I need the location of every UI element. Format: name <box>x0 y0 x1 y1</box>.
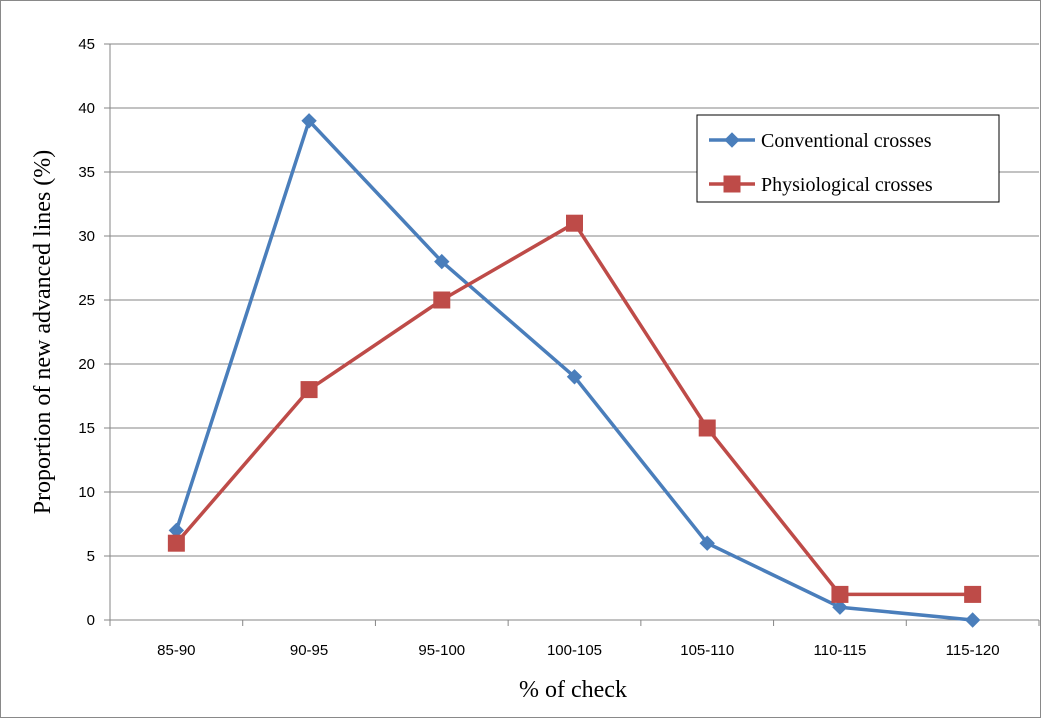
data-point <box>831 585 849 603</box>
data-point <box>832 599 848 615</box>
y-tick-label: 45 <box>78 36 95 53</box>
legend-item: Conventional crosses <box>709 130 932 152</box>
data-point <box>300 381 318 399</box>
axes <box>104 43 1040 626</box>
x-tick-label: 110-115 <box>814 642 867 659</box>
data-point <box>698 419 716 437</box>
y-tick-label: 0 <box>87 612 95 629</box>
x-tick-label: 115-120 <box>946 642 1000 659</box>
x-tick-label: 105-110 <box>680 642 734 659</box>
tick-labels: 0 5 10 15 20 25 30 35 40 45 85-90 90-95 95-100 100-10… <box>78 36 999 659</box>
data-point <box>964 612 981 628</box>
y-tick-label: 35 <box>78 164 95 181</box>
legend-marker <box>724 132 740 148</box>
legend-item: Physiological crosses <box>709 174 933 196</box>
legend-marker <box>723 175 741 193</box>
y-tick-label: 25 <box>78 292 95 309</box>
y-tick-label: 10 <box>78 484 95 501</box>
data-point <box>433 291 451 309</box>
y-axis-title: Proportion of new advanced lines (%) <box>30 150 56 515</box>
x-tick-label: 90-95 <box>290 642 328 659</box>
legend-label: Physiological crosses <box>761 174 933 196</box>
data-point <box>167 534 185 552</box>
y-tick-label: 40 <box>78 100 95 117</box>
series <box>167 113 982 628</box>
data-point <box>566 369 583 385</box>
data-point <box>964 585 982 603</box>
legend: Conventional crosses Physiological crosse… <box>696 114 1000 203</box>
data-point <box>566 214 583 232</box>
x-tick-label: 100-105 <box>547 642 602 659</box>
data-point <box>434 253 450 270</box>
x-tick-label: 85-90 <box>157 642 195 659</box>
data-point <box>699 535 715 551</box>
legend-label: Conventional crosses <box>761 130 932 152</box>
series-1 <box>167 214 982 603</box>
series-0 <box>168 113 981 628</box>
y-tick-label: 20 <box>78 356 95 373</box>
data-point <box>301 113 317 129</box>
x-tick-label: 95-100 <box>418 642 465 659</box>
legend-box <box>696 114 1000 203</box>
y-tick-label: 30 <box>78 228 95 245</box>
y-tick-label: 5 <box>87 548 95 565</box>
x-axis-title: % of check <box>519 677 627 703</box>
y-tick-label: 15 <box>78 420 95 437</box>
